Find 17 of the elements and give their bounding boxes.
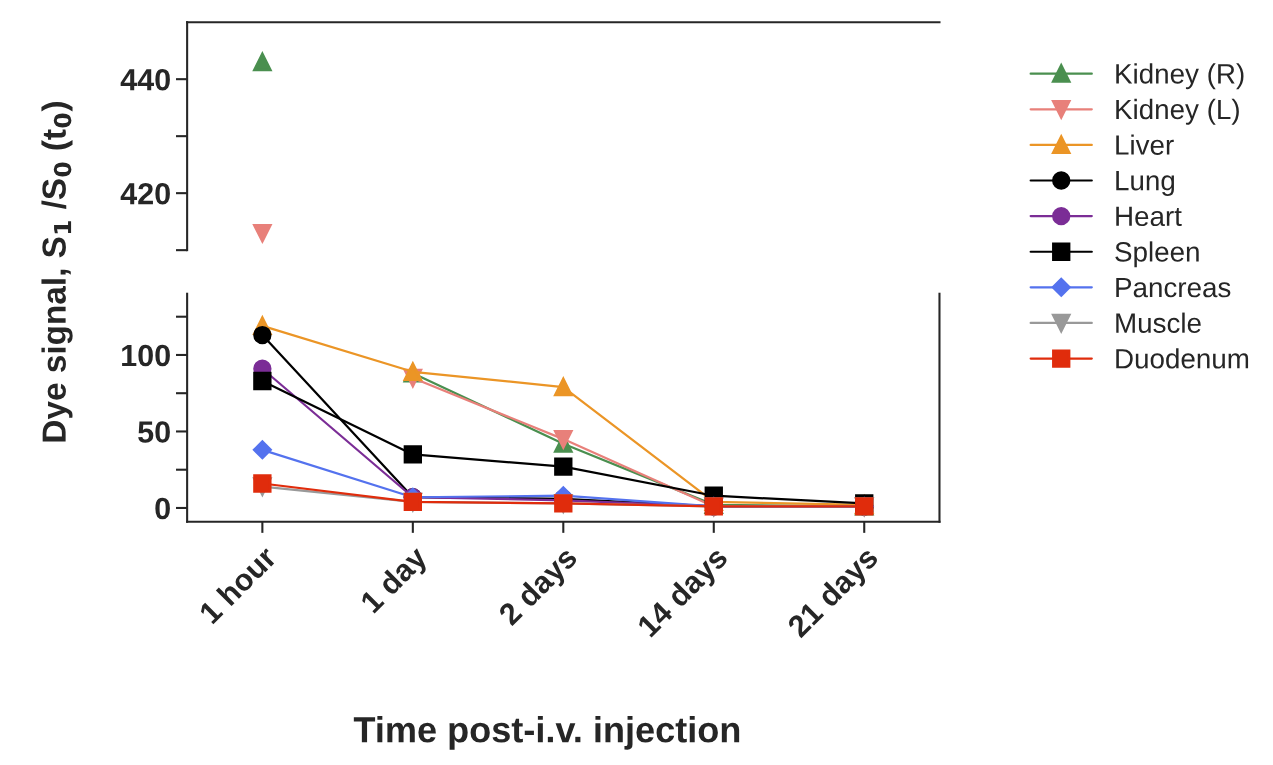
legend-label: Pancreas bbox=[1116, 277, 1231, 298]
y-tick-label: 440 bbox=[120, 68, 170, 91]
y-tick-label: 100 bbox=[122, 344, 170, 367]
legend-label: Spleen bbox=[1115, 241, 1199, 268]
x-axis-title: Time post-i.v. injection bbox=[353, 716, 740, 750]
legend-label: Lung bbox=[1116, 171, 1175, 196]
y-tick-label: 0 bbox=[155, 497, 170, 520]
legend-label: Kidney (L) bbox=[1116, 98, 1239, 125]
y-axis-title: Dye signal, S$_{1}$ /S$_{0}$ (t$_{0}$) bbox=[41, 102, 73, 442]
y-tick-label: 420 bbox=[120, 182, 170, 205]
legend-label: Kidney (R) bbox=[1116, 63, 1244, 90]
legend-label: Duodenum bbox=[1116, 348, 1249, 369]
legend-label: Muscle bbox=[1116, 312, 1201, 333]
x-tick-label: 1 day bbox=[358, 544, 433, 618]
legend-label: Heart bbox=[1116, 206, 1182, 227]
y-tick-label: 50 bbox=[138, 421, 170, 443]
legend-label: Liver bbox=[1116, 134, 1174, 155]
